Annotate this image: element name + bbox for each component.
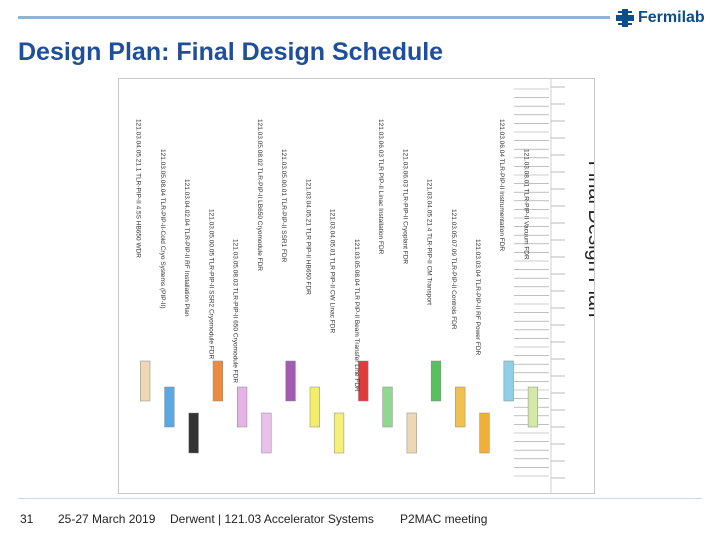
task-label: 121.03.06.04 TLR-PIP-II Instrumentation …: [498, 119, 505, 251]
page-title: Design Plan: Final Design Schedule: [18, 38, 444, 66]
task-bar: [430, 360, 442, 402]
task-label: 121.03.06.03 TLR-PIP-II Cryoplant FDR: [401, 149, 408, 264]
gantt-chart: 121.03.04.05.21.1 TLR-PIP-II 4.5S HB650 …: [118, 78, 595, 494]
task-label: 121.03.04.05.21 TLR PIP-II HB650 FDR: [304, 179, 311, 295]
footer-date: 25-27 March 2019: [58, 512, 156, 526]
task-label: 121.03.05.00.01 TLR-PIP-II SSR1 FDR: [280, 149, 287, 263]
task-label: 121.03.04.05.21.4 TLR-PIP-II CM Transpor…: [426, 179, 433, 305]
task-label: 121.03.06.03 TLR PIP-II Linac Installati…: [377, 119, 384, 255]
task-label: 121.03.04.05.21.1 TLR-PIP-II 4.5S HB650 …: [135, 119, 142, 258]
task-bar: [285, 360, 296, 402]
task-bar: [188, 412, 199, 454]
task-label: 121.03.05.08.03 TLR-PIP-II 650 Cryomodul…: [232, 239, 239, 383]
fermilab-logo: Fermilab: [616, 8, 705, 28]
task-bar: [527, 386, 539, 428]
task-label: 121.03.05.08.04 TLR PIP-II Beam Transfer…: [353, 239, 360, 392]
task-bar: [140, 360, 151, 402]
task-bar: [406, 412, 417, 454]
task-bar: [455, 386, 466, 428]
task-label: 121.03.04.02.04 TLR-PIP-II RF Installati…: [183, 179, 190, 317]
task-bar: [261, 412, 272, 454]
header-rule: [18, 16, 610, 19]
task-label: 121.03.05.08.04 TLR-PIP-II-Cold Cryo Sys…: [159, 149, 166, 309]
page-number: 31: [20, 512, 34, 526]
task-label: 121.03.05.07.09 TLR-PIP-II Controls FDR: [450, 209, 457, 330]
gantt-canvas: 121.03.04.05.21.1 TLR-PIP-II 4.5S HB650 …: [135, 79, 594, 493]
task-bar: [237, 386, 248, 428]
task-bar: [479, 412, 490, 454]
footer-author: Derwent | 121.03 Accelerator Systems: [170, 512, 374, 526]
task-bar: [309, 386, 320, 428]
fermilab-logo-icon: [616, 9, 634, 27]
chart-vertical-title: Final Design Plan: [584, 161, 594, 318]
gantt-bars: [140, 360, 539, 454]
task-bar: [503, 360, 514, 402]
task-label: 121.03.04.05.01 TLR PIP-II CW Linac FDR: [329, 209, 336, 333]
gantt-grid: [514, 79, 565, 493]
logo-text: Fermilab: [638, 9, 705, 26]
footer-meeting: P2MAC meeting: [400, 512, 488, 526]
task-label: 121.03.03.04 TLR-PIP-II RF Power FDR: [474, 239, 481, 356]
task-bar: [382, 386, 393, 428]
task-label: 121.03.05.00.05 TLR-PIP-II SSR2 Cryomodu…: [207, 209, 214, 359]
task-bar: [212, 360, 223, 402]
task-label: 121.03.08.01 TLR-PIP-II Vacuum FDR: [522, 149, 529, 260]
footer-rule: [18, 498, 702, 499]
task-label: 121.03.05.08.02 TLR-PIP-II LB650 Cryomod…: [256, 119, 263, 271]
task-bar: [333, 412, 345, 454]
task-bar: [164, 386, 175, 428]
gantt-labels: 121.03.04.05.21.1 TLR-PIP-II 4.5S HB650 …: [135, 119, 530, 392]
task-bar: [358, 360, 369, 402]
